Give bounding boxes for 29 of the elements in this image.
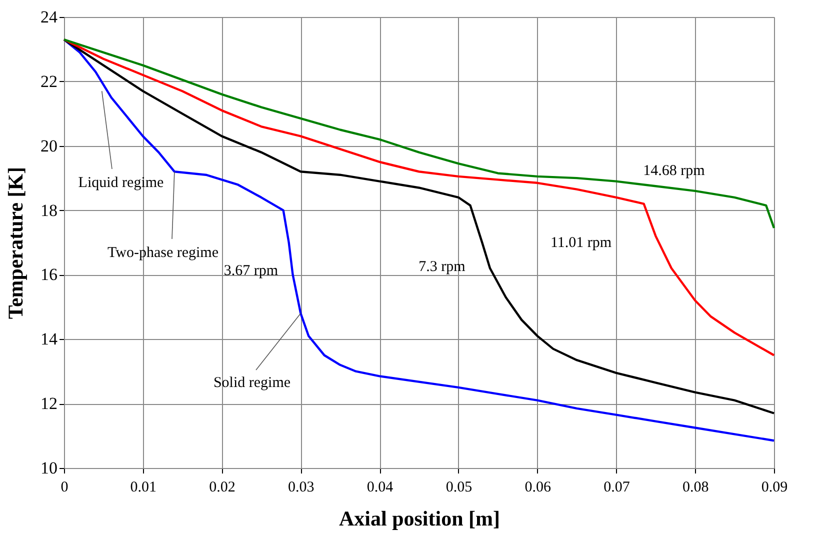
series-label: 7.3 rpm	[418, 259, 466, 275]
x-tick-label: 0.05	[446, 480, 472, 496]
annotation: Liquid regime	[78, 175, 164, 191]
x-tick-label: 0.06	[524, 480, 552, 496]
series-label: 3.67 rpm	[224, 263, 278, 279]
x-tick-label: 0.04	[366, 480, 394, 496]
y-tick-label: 24	[40, 8, 58, 26]
y-tick-label: 16	[40, 265, 58, 284]
line-series	[62, 38, 776, 230]
x-tick-label: 0.07	[604, 480, 630, 496]
x-tick-label: 0.09	[761, 480, 788, 496]
annotation: Two-phase regime	[108, 245, 219, 261]
x-tick-label: 0	[60, 480, 68, 496]
annotation: Solid regime	[213, 375, 291, 391]
x-tick-label: 0.01	[130, 480, 157, 496]
x-tick-label: 0.08	[682, 480, 709, 496]
y-axis-title: Temperature [K]	[4, 166, 28, 320]
x-axis-title: Axial position [m]	[338, 506, 500, 530]
text: 11.01 rpm	[550, 235, 612, 251]
y-tick-label: 22	[40, 72, 58, 91]
y-tick-label: 10	[40, 458, 58, 478]
x-tick-label: 0.02	[209, 480, 236, 496]
series-label: 14.68 rpm	[643, 163, 706, 179]
line-series	[62, 38, 776, 356]
y-tick-label: 12	[40, 394, 58, 414]
x-tick-label: 0.03	[288, 480, 314, 496]
y-tick-label: 20	[40, 136, 58, 156]
y-tick-label: 18	[40, 200, 58, 220]
y-tick-label: 14	[40, 330, 58, 349]
